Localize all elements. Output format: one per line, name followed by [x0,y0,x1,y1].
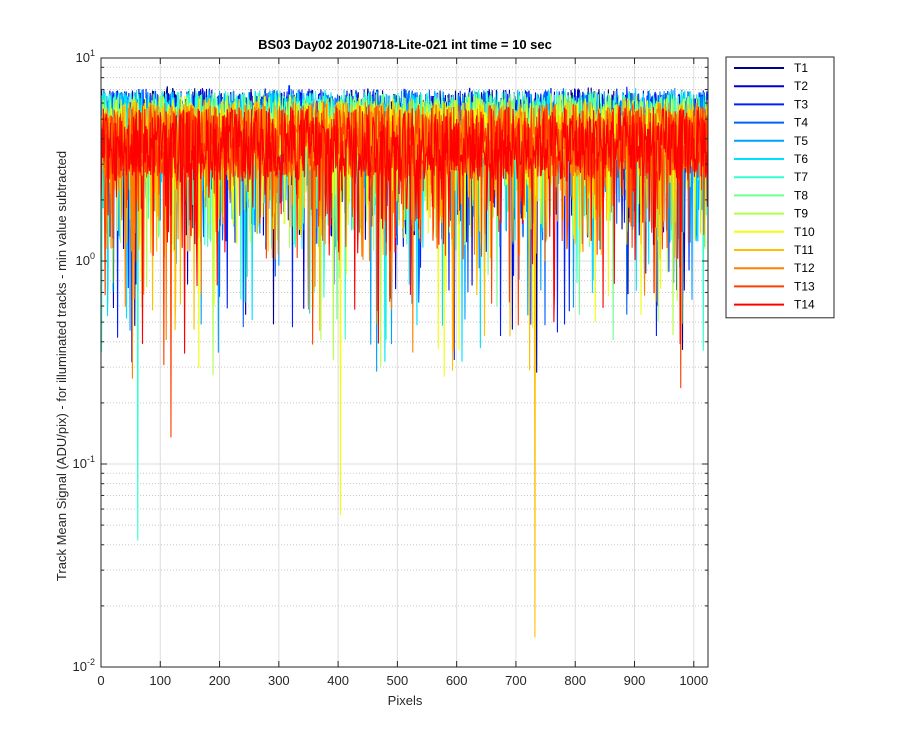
series-lines [101,85,708,638]
series-line-t14 [101,104,708,354]
x-axis: 0 100 200 300 400 500 600 700 800 900 1000 [97,58,708,688]
legend-item: T5 [734,134,808,148]
legend-box [725,56,835,319]
legend-label: T12 [794,261,815,275]
legend-label: T6 [794,152,808,166]
legend-item: T12 [734,261,815,275]
chart-title: BS03 Day02 20190718-Lite-021 int time = … [258,37,552,52]
y-axis-label: Track Mean Signal (ADU/pix) - for illumi… [54,151,69,581]
y-tick-label: 100 [76,251,95,268]
plot-area: 0 100 200 300 400 500 600 700 800 900 1000 10-2 10-1… [73,48,709,688]
legend-label: T11 [794,243,814,257]
x-tick-label: 1000 [679,673,708,688]
x-axis-label: Pixels [388,693,423,708]
legend-label: T4 [794,116,808,130]
legend-label: T8 [794,188,808,202]
legend-item: T14 [734,298,815,312]
y-tick-label: 101 [76,48,95,65]
legend-item: T10 [734,225,815,239]
legend: T1 T2 T3 T4 T5 T6 T7 T8 T9 T10 T11 T12 T13 T14 [725,56,835,319]
legend-item: T7 [734,170,808,184]
legend-label: T2 [794,79,808,93]
y-tick-label: 10-2 [73,657,95,674]
x-tick-label: 400 [327,673,349,688]
y-tick-label: 10-1 [73,454,95,471]
legend-label: T1 [794,61,808,75]
legend-label: T13 [794,279,815,293]
x-tick-label: 0 [97,673,104,688]
legend-item: T13 [734,279,815,293]
x-tick-label: 200 [209,673,231,688]
legend-item: T11 [734,243,814,257]
x-tick-label: 900 [624,673,646,688]
y-axis: 10-2 10-1 100 101 [73,48,708,674]
legend-label: T5 [794,134,808,148]
legend-label: T10 [794,225,815,239]
x-tick-label: 800 [564,673,586,688]
legend-item: T6 [734,152,808,166]
legend-label: T14 [794,298,815,312]
legend-label: T3 [794,97,808,111]
x-tick-label: 500 [387,673,409,688]
axes-box [100,57,709,668]
legend-label: T7 [794,170,808,184]
x-tick-label: 300 [268,673,290,688]
x-tick-label: 600 [446,673,468,688]
legend-item: T9 [734,207,808,221]
legend-label: T9 [794,207,808,221]
x-tick-label: 700 [505,673,527,688]
legend-item: T8 [734,188,808,202]
legend-item: T2 [734,79,808,93]
legend-item: T4 [734,116,808,130]
legend-item: T1 [734,61,808,75]
x-tick-label: 100 [149,673,171,688]
legend-item: T3 [734,97,808,111]
